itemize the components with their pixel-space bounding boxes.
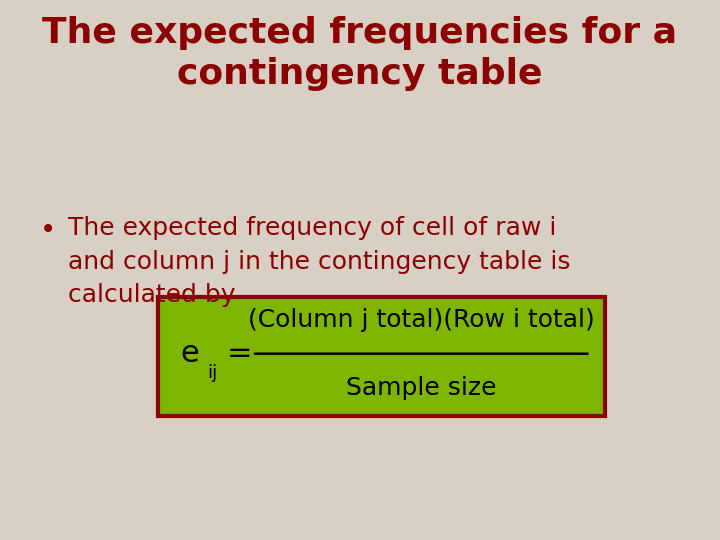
Text: Sample size: Sample size [346,376,497,400]
Text: ij: ij [207,363,217,382]
Text: e: e [180,339,199,368]
FancyBboxPatch shape [158,297,605,416]
Text: •: • [40,216,56,244]
Text: The expected frequency of cell of raw i
and column j in the contingency table is: The expected frequency of cell of raw i … [68,216,571,307]
Text: (Column j total)(Row i total): (Column j total)(Row i total) [248,308,595,332]
Text: The expected frequencies for a
contingency table: The expected frequencies for a contingen… [42,16,678,91]
Text: =: = [227,339,253,368]
